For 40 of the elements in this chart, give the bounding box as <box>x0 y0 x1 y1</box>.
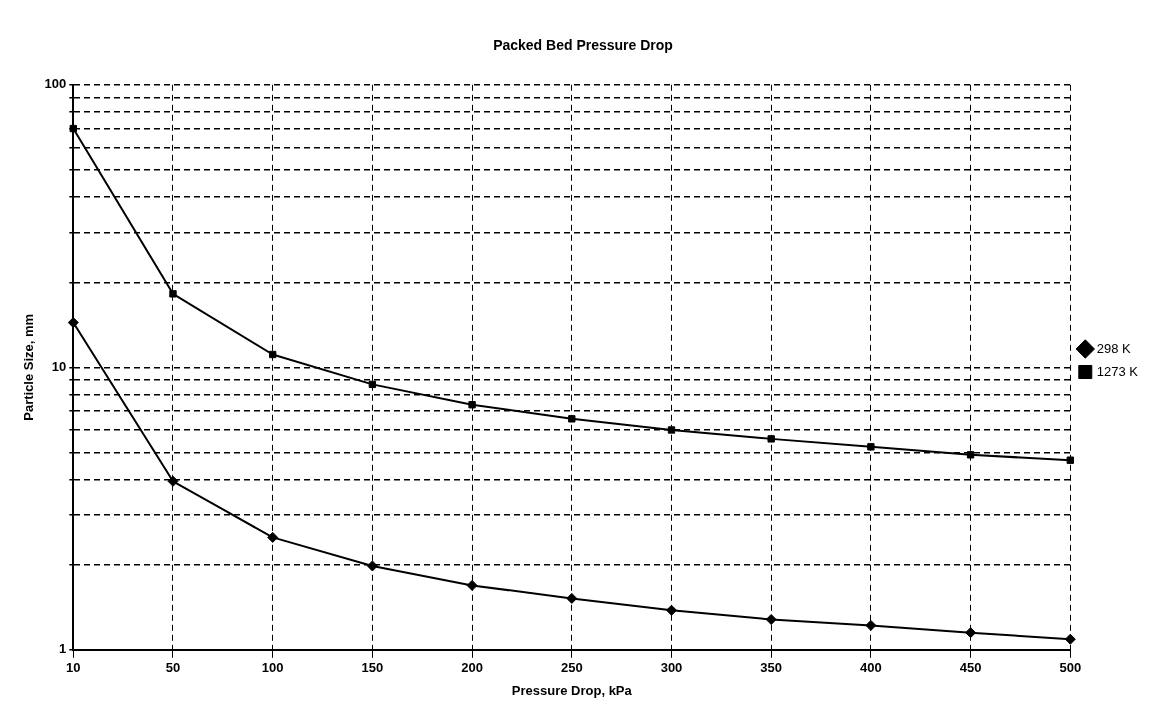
point <box>169 290 177 298</box>
x-tick-label: 200 <box>461 660 483 676</box>
point <box>767 435 775 443</box>
point <box>167 475 179 487</box>
y-tick-label: 1 <box>59 641 67 657</box>
x-tick-label: 300 <box>660 660 683 676</box>
x-tick-label: 450 <box>959 660 982 676</box>
point <box>366 560 378 572</box>
x-tick-label: 100 <box>261 660 284 676</box>
point <box>765 614 777 626</box>
point <box>667 426 676 434</box>
point <box>468 401 476 409</box>
x-tick-label: 50 <box>165 660 181 676</box>
y-axis-title: Particle Size, mm <box>21 313 37 421</box>
legend-label: 1273 K <box>1096 363 1139 379</box>
point <box>368 380 377 389</box>
point <box>665 604 677 616</box>
point <box>267 531 279 543</box>
y-tick-label: 100 <box>44 76 67 92</box>
point <box>566 592 578 604</box>
x-tick-label: 150 <box>361 660 384 676</box>
point <box>966 451 975 459</box>
x-tick-label: 350 <box>760 660 783 676</box>
point <box>1066 456 1074 464</box>
point <box>1064 633 1076 645</box>
y-tick-label: 10 <box>51 358 67 374</box>
point <box>867 443 875 451</box>
chart-title: Packed Bed Pressure Drop <box>493 37 673 54</box>
x-tick-label: 500 <box>1059 660 1082 676</box>
legend-label: 298 K <box>1096 340 1132 356</box>
x-tick-label: 400 <box>860 660 882 676</box>
point <box>568 415 576 423</box>
point <box>69 124 77 133</box>
point <box>965 627 977 639</box>
x-axis-title: Pressure Drop, kPa <box>511 682 633 698</box>
x-tick-label: 10 <box>66 660 81 676</box>
x-tick-label: 250 <box>560 660 583 676</box>
point <box>865 619 877 631</box>
point <box>269 350 277 359</box>
point <box>466 579 478 591</box>
